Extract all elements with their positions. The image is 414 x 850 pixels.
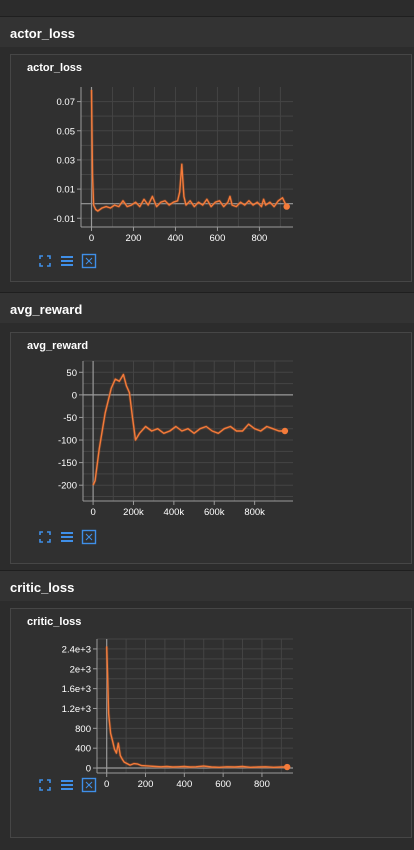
series-line <box>106 646 288 768</box>
list-icon-glyph <box>61 532 73 542</box>
expand-icon[interactable] <box>37 253 53 269</box>
y-tick-label: -150 <box>58 458 77 469</box>
y-tick-label: 0.05 <box>57 126 76 137</box>
y-tick-label: 800 <box>75 724 91 735</box>
y-tick-label: 50 <box>66 368 77 379</box>
series-line <box>90 89 288 212</box>
y-tick-label: 0 <box>72 390 77 401</box>
y-tick-label: -100 <box>58 436 77 447</box>
y-tick-label: 400 <box>75 744 91 755</box>
fit-domain-icon-glyph <box>81 777 97 793</box>
y-tick-label: 1.6e+3 <box>62 684 91 695</box>
x-tick-label: 800k <box>244 507 265 518</box>
x-tick-label: 200 <box>126 233 142 244</box>
series-line <box>92 373 285 486</box>
fit-domain-icon[interactable] <box>81 253 97 269</box>
y-tick-label: -0.01 <box>53 214 75 225</box>
x-tick-label: 400 <box>176 779 192 790</box>
section-title: critic_loss <box>10 580 75 595</box>
list-icon-glyph <box>61 780 73 790</box>
section-title: avg_reward <box>10 302 83 317</box>
expand-icon-glyph <box>39 255 51 267</box>
section-header-avg-reward[interactable]: avg_reward <box>0 292 414 323</box>
chart-actor-loss: 0.07 0.05 0.03 0.01 -0.01 0 200 400 600 800 <box>53 87 293 244</box>
y-tick-label: -50 <box>63 413 77 424</box>
chart-title: actor_loss <box>27 62 83 74</box>
list-icon[interactable] <box>59 529 75 545</box>
expand-icon[interactable] <box>37 777 53 793</box>
y-tick-label: 0.07 <box>57 97 76 108</box>
fit-domain-icon[interactable] <box>81 777 97 793</box>
plot-area <box>97 639 293 773</box>
x-tick-label: 600 <box>215 779 231 790</box>
y-tick-label: 0.03 <box>57 155 76 166</box>
chart-card-critic-loss: critic_loss 2.4e+3 2e+3 1.6e+3 1.2e+3 800 400… <box>10 608 412 838</box>
x-tick-label: 400 <box>168 233 184 244</box>
y-tick-label: 0.01 <box>57 185 76 196</box>
y-tick-label: 0 <box>86 764 91 775</box>
x-tick-label: 600 <box>210 233 226 244</box>
section-title: actor_loss <box>10 26 76 41</box>
x-tick-label: 800 <box>251 233 267 244</box>
section-header-critic-loss[interactable]: critic_loss <box>0 570 414 601</box>
x-tick-label: 0 <box>89 233 94 244</box>
x-tick-label: 800 <box>254 779 270 790</box>
y-tick-label: 2e+3 <box>70 664 91 675</box>
x-tick-label: 0 <box>90 507 95 518</box>
series-end-point <box>283 203 290 210</box>
chart-avg-reward: 50 0 -50 -100 -150 -200 0 200k 400k 600k 800k <box>58 360 293 518</box>
chart-title: avg_reward <box>27 340 89 352</box>
chart-critic-loss: 2.4e+3 2e+3 1.6e+3 1.2e+3 800 400 0 0 200 400 600 8… <box>62 638 293 790</box>
expand-icon[interactable] <box>37 529 53 545</box>
expand-icon-glyph <box>39 779 51 791</box>
expand-icon-glyph <box>39 531 51 543</box>
x-tick-label: 200k <box>123 507 144 518</box>
y-tick-label: 2.4e+3 <box>62 644 91 655</box>
list-icon[interactable] <box>59 777 75 793</box>
fit-domain-icon-glyph <box>81 253 97 269</box>
x-tick-label: 0 <box>104 779 109 790</box>
list-icon-glyph <box>61 256 73 266</box>
x-tick-label: 600k <box>204 507 225 518</box>
y-tick-label: 1.2e+3 <box>62 704 91 715</box>
chart-title: critic_loss <box>27 616 82 628</box>
fit-domain-icon[interactable] <box>81 529 97 545</box>
x-tick-label: 400k <box>164 507 185 518</box>
x-tick-label: 200 <box>138 779 154 790</box>
series-end-point <box>281 427 289 435</box>
fit-domain-icon-glyph <box>81 529 97 545</box>
list-icon[interactable] <box>59 253 75 269</box>
section-header-actor-loss[interactable]: actor_loss <box>0 16 414 47</box>
y-tick-label: -200 <box>58 481 77 492</box>
chart-card-actor-loss: actor_loss 0.07 0.05 0.03 0.01 -0.01 0 200 400 6… <box>10 54 412 282</box>
chart-card-avg-reward: avg_reward 50 0 -50 -100 -150 -200 0 200k 400k 60… <box>10 332 412 564</box>
series-end-point <box>283 763 291 771</box>
